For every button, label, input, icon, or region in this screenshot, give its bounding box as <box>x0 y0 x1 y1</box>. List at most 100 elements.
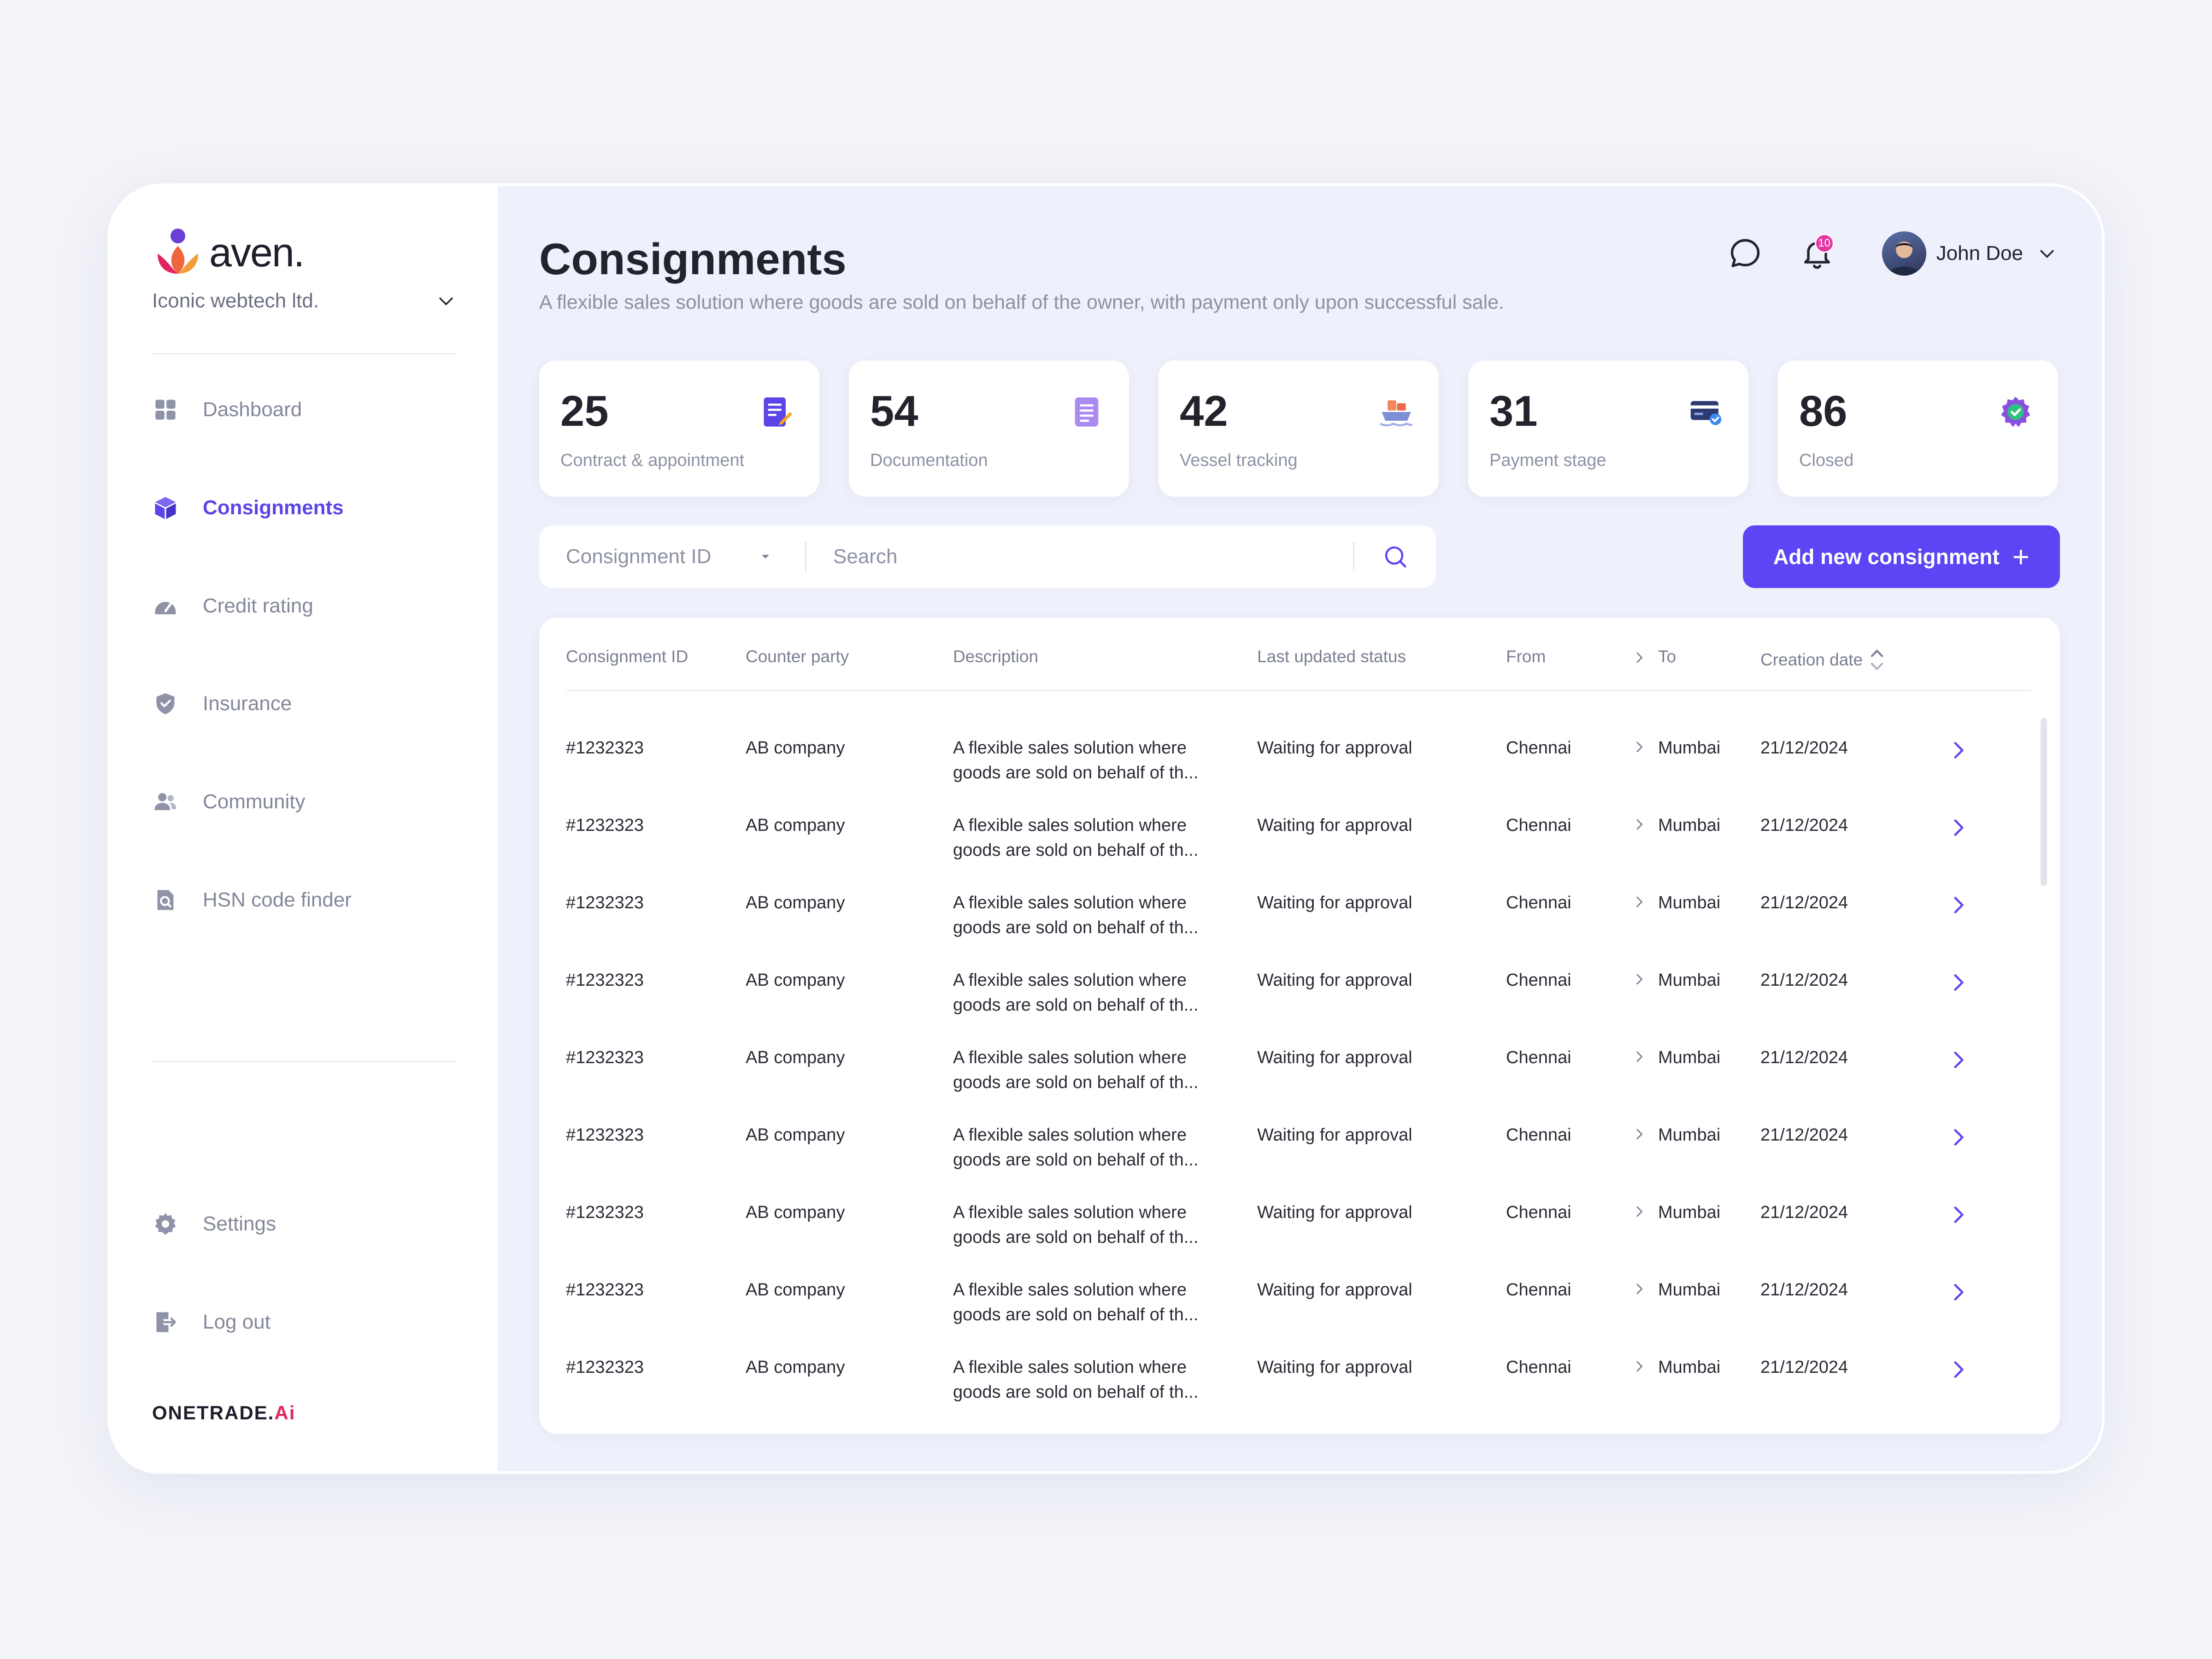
description-line: goods are sold on behalf of th... <box>953 841 1199 860</box>
cell-description: A flexible sales solution where goods are… <box>953 1123 1230 1172</box>
page-title: Consignments <box>539 235 847 284</box>
sidebar-item-dashboard[interactable]: Dashboard <box>152 389 456 430</box>
cell-to: Mumbai <box>1658 1358 1721 1377</box>
table-row[interactable]: #1232323 AB company A flexible sales solut… <box>566 940 2031 1018</box>
sidebar-item-label: Credit rating <box>203 594 313 617</box>
cell-to: Mumbai <box>1658 971 1721 990</box>
stat-value: 42 <box>1180 387 1228 435</box>
row-open-button[interactable] <box>1945 1278 1972 1306</box>
chevron-right-icon <box>1636 1283 1643 1294</box>
shield-check-icon <box>152 690 179 717</box>
cell-to: Mumbai <box>1658 1048 1721 1067</box>
cell-from: Chennai <box>1506 1280 1571 1300</box>
column-header-status[interactable]: Last updated status <box>1257 647 1406 666</box>
cell-description: A flexible sales solution where goods are… <box>953 1045 1230 1095</box>
search-button[interactable] <box>1353 542 1436 571</box>
chat-button[interactable] <box>1724 233 1766 274</box>
cell-to: Mumbai <box>1658 1203 1721 1222</box>
stat-label: Documentation <box>870 451 988 470</box>
cell-from: Chennai <box>1506 1203 1571 1222</box>
column-header-to[interactable]: To <box>1658 647 1677 666</box>
row-open-button[interactable] <box>1945 1356 1972 1383</box>
table-row[interactable]: #1232323 AB company A flexible sales solut… <box>566 708 2031 785</box>
stat-card-documentation[interactable]: 54 Documentation <box>849 360 1129 497</box>
sidebar-item-label: Community <box>203 790 306 813</box>
footer-logo: ONETRADE.Ai <box>152 1402 296 1424</box>
sidebar: aven. Iconic webtech ltd. Dashboard Cons… <box>109 185 498 1474</box>
cell-from: Chennai <box>1506 893 1571 912</box>
column-header-label: Creation date <box>1760 650 1863 669</box>
cell-consignment-id: #1232323 <box>566 1280 644 1300</box>
row-open-button[interactable] <box>1945 969 1972 996</box>
column-header-creation-date[interactable]: Creation date <box>1760 647 1885 673</box>
filter-field-select[interactable]: Consignment ID <box>539 542 806 571</box>
cell-from: Chennai <box>1506 1358 1571 1377</box>
stat-card-vessel-tracking[interactable]: 42 Vessel tracking <box>1159 360 1439 497</box>
card-icon <box>1690 401 1722 425</box>
stat-card-closed[interactable]: 86 Closed <box>1778 360 2058 497</box>
cell-consignment-id: #1232323 <box>566 971 644 990</box>
sidebar-item-logout[interactable]: Log out <box>152 1301 456 1343</box>
table-row[interactable]: #1232323 AB company A flexible sales solut… <box>566 1095 2031 1172</box>
stat-card-payment-stage[interactable]: 31 Payment stage <box>1468 360 1748 497</box>
table-row[interactable]: #1232323 AB company A flexible sales solut… <box>566 785 2031 863</box>
description-line: goods are sold on behalf of th... <box>953 1150 1199 1170</box>
cell-to: Mumbai <box>1658 893 1721 912</box>
sidebar-item-consignments[interactable]: Consignments <box>152 487 456 529</box>
chevron-right-icon <box>1954 1052 1964 1068</box>
cell-creation-date: 21/12/2024 <box>1760 1280 1848 1300</box>
cell-consignment-id: #1232323 <box>566 1203 644 1222</box>
sidebar-item-hsn-code-finder[interactable]: HSN code finder <box>152 879 456 921</box>
cell-creation-date: 21/12/2024 <box>1760 816 1848 835</box>
filter-bar: Consignment ID <box>539 525 1436 588</box>
consignments-table: Consignment ID Counter party Description… <box>539 618 2060 1434</box>
chevron-right-icon <box>1954 819 1964 836</box>
table-scrollbar[interactable] <box>2041 718 2047 886</box>
chevron-right-icon <box>1636 741 1643 753</box>
row-open-button[interactable] <box>1945 736 1972 764</box>
row-open-button[interactable] <box>1945 891 1972 919</box>
table-row[interactable]: #1232323 AB company A flexible sales solut… <box>566 1250 2031 1327</box>
notifications-button[interactable]: 10 <box>1796 233 1838 274</box>
cell-description: A flexible sales solution where goods are… <box>953 968 1230 1018</box>
sort-icon <box>1871 649 1883 671</box>
cell-status: Waiting for approval <box>1257 738 1412 758</box>
cell-status: Waiting for approval <box>1257 1203 1412 1222</box>
column-header-description[interactable]: Description <box>953 647 1039 666</box>
sidebar-item-community[interactable]: Community <box>152 781 456 823</box>
cell-status: Waiting for approval <box>1257 1280 1412 1300</box>
sidebar-item-settings[interactable]: Settings <box>152 1203 456 1245</box>
row-open-button[interactable] <box>1945 814 1972 841</box>
chevron-right-icon <box>1954 1361 1964 1378</box>
cell-consignment-id: #1232323 <box>566 1125 644 1145</box>
row-open-button[interactable] <box>1945 1124 1972 1151</box>
row-open-button[interactable] <box>1945 1201 1972 1229</box>
brand[interactable]: aven. <box>153 228 305 277</box>
stat-label: Contract & appointment <box>560 451 745 470</box>
column-header-from[interactable]: From <box>1506 647 1546 666</box>
add-consignment-label: Add new consignment <box>1773 545 2000 569</box>
sidebar-item-label: Settings <box>203 1212 276 1235</box>
stat-card-contract[interactable]: 25 Contract & appointment <box>539 360 819 497</box>
organization-select[interactable]: Iconic webtech ltd. <box>152 285 456 317</box>
cell-counter-party: AB company <box>746 1203 845 1222</box>
add-consignment-button[interactable]: Add new consignment + <box>1743 525 2060 588</box>
user-name: John Doe <box>1936 242 2023 265</box>
table-row[interactable]: #1232323 AB company A flexible sales solut… <box>566 1172 2031 1250</box>
column-header-id[interactable]: Consignment ID <box>566 647 688 666</box>
sidebar-item-credit-rating[interactable]: Credit rating <box>152 585 456 627</box>
chevron-right-icon <box>1636 1129 1643 1140</box>
user-menu[interactable]: John Doe <box>1882 231 2057 276</box>
table-row[interactable]: #1232323 AB company A flexible sales solut… <box>566 1327 2031 1405</box>
sidebar-item-insurance[interactable]: Insurance <box>152 683 456 724</box>
column-header-counter-party[interactable]: Counter party <box>746 647 849 666</box>
cell-to: Mumbai <box>1658 1280 1721 1300</box>
cell-description: A flexible sales solution where goods are… <box>953 813 1230 863</box>
cell-counter-party: AB company <box>746 738 845 758</box>
table-row[interactable]: #1232323 AB company A flexible sales solut… <box>566 863 2031 940</box>
cell-counter-party: AB company <box>746 1280 845 1300</box>
row-open-button[interactable] <box>1945 1046 1972 1074</box>
search-input[interactable] <box>806 525 1353 588</box>
cube-icon <box>152 494 179 521</box>
table-row[interactable]: #1232323 AB company A flexible sales solut… <box>566 1018 2031 1095</box>
